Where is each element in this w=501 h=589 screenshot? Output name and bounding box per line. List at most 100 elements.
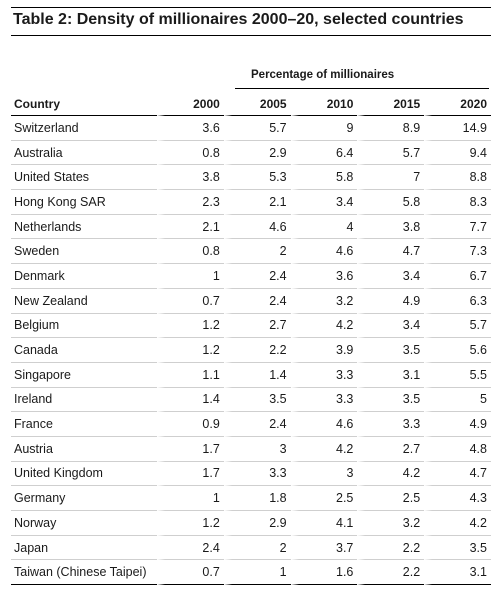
table-title-bar: Table 2: Density of millionaires 2000–20… (11, 7, 491, 36)
value-2020-cell: 4.2 (424, 511, 491, 536)
country-cell: Singapore (11, 363, 157, 388)
column-header-2015: 2015 (357, 92, 425, 116)
value-2010-cell: 3 (290, 461, 358, 487)
table-row: Netherlands 2.1 4.6 4 3.8 7.7 (11, 214, 491, 240)
table-row: Austria 1.7 3 4.2 2.7 4.8 (11, 436, 491, 462)
table-row: New Zealand 0.7 2.4 3.2 4.9 6.3 (11, 288, 491, 314)
table-header-row: Country 2000 2005 2010 2015 2020 (11, 92, 491, 116)
value-2000-cell: 1.4 (157, 387, 224, 413)
value-2020-cell: 4.3 (424, 486, 491, 511)
value-2020-cell: 4.8 (424, 436, 491, 462)
table-row: Canada 1.2 2.2 3.9 3.5 5.6 (11, 338, 491, 363)
value-2020-cell: 6.7 (424, 264, 491, 289)
country-cell: Austria (11, 437, 157, 462)
value-2005-cell: 1 (223, 560, 291, 586)
value-2000-cell: 0.9 (157, 412, 224, 437)
value-2015-cell: 4.2 (357, 461, 425, 487)
value-2005-cell: 3.5 (223, 387, 291, 413)
value-2000-cell: 2.3 (157, 190, 224, 215)
value-2020-cell: 7.3 (424, 239, 491, 265)
value-2015-cell: 5.8 (357, 190, 425, 215)
value-2020-cell: 4.9 (424, 412, 491, 437)
country-cell: Taiwan (Chinese Taipei) (11, 560, 157, 586)
country-cell: Sweden (11, 239, 157, 265)
value-2005-cell: 2.4 (223, 288, 291, 314)
value-2020-cell: 4.7 (424, 461, 491, 487)
table-body: Switzerland 3.6 5.7 9 8.9 14.9 Australia 0.8 2.9… (11, 116, 491, 586)
country-cell: New Zealand (11, 289, 157, 314)
country-cell: Canada (11, 338, 157, 363)
value-2005-cell: 3.3 (223, 461, 291, 487)
value-2010-cell: 4.1 (290, 511, 358, 536)
value-2000-cell: 1 (157, 486, 224, 511)
value-2010-cell: 4 (290, 214, 358, 240)
value-2020-cell: 5.6 (424, 338, 491, 363)
value-2015-cell: 2.5 (357, 486, 425, 511)
value-2010-cell: 2.5 (290, 486, 358, 511)
value-2000-cell: 1.2 (157, 511, 224, 536)
table-row: Denmark 1 2.4 3.6 3.4 6.7 (11, 264, 491, 289)
value-2015-cell: 3.3 (357, 412, 425, 437)
country-cell: Hong Kong SAR (11, 190, 157, 215)
value-2000-cell: 1 (157, 264, 224, 289)
country-cell: Switzerland (11, 116, 157, 141)
column-header-2005: 2005 (223, 92, 291, 116)
value-2010-cell: 3.3 (290, 387, 358, 413)
country-cell: Germany (11, 486, 157, 511)
value-2015-cell: 3.4 (357, 313, 425, 339)
value-2010-cell: 4.6 (290, 239, 358, 265)
value-2000-cell: 1.7 (157, 461, 224, 487)
value-2005-cell: 2.4 (223, 264, 291, 289)
value-2000-cell: 3.6 (157, 116, 224, 141)
value-2020-cell: 5.7 (424, 313, 491, 339)
value-2000-cell: 0.7 (157, 288, 224, 314)
value-2015-cell: 2.2 (357, 535, 425, 561)
country-cell: Japan (11, 536, 157, 561)
value-2005-cell: 2.1 (223, 190, 291, 215)
value-2015-cell: 8.9 (357, 116, 425, 141)
value-2000-cell: 0.8 (157, 239, 224, 265)
column-header-2000: 2000 (157, 92, 224, 116)
value-2005-cell: 2.4 (223, 412, 291, 437)
value-2010-cell: 3.2 (290, 288, 358, 314)
value-2020-cell: 5.5 (424, 362, 491, 388)
value-2015-cell: 3.4 (357, 264, 425, 289)
value-2010-cell: 3.7 (290, 535, 358, 561)
table-row: Sweden 0.8 2 4.6 4.7 7.3 (11, 239, 491, 265)
value-2020-cell: 7.7 (424, 214, 491, 240)
value-2010-cell: 9 (290, 116, 358, 141)
value-2000-cell: 1.7 (157, 436, 224, 462)
value-2010-cell: 3.6 (290, 264, 358, 289)
country-cell: Denmark (11, 264, 157, 289)
table-row: Japan 2.4 2 3.7 2.2 3.5 (11, 535, 491, 561)
value-2005-cell: 1.4 (223, 362, 291, 388)
table-row: Switzerland 3.6 5.7 9 8.9 14.9 (11, 116, 491, 141)
value-2020-cell: 3.5 (424, 535, 491, 561)
table-row: United Kingdom 1.7 3.3 3 4.2 4.7 (11, 461, 491, 487)
column-header-2010: 2010 (290, 92, 358, 116)
value-2000-cell: 1.2 (157, 338, 224, 363)
value-2020-cell: 9.4 (424, 140, 491, 166)
value-2015-cell: 7 (357, 165, 425, 191)
value-2005-cell: 2.2 (223, 338, 291, 363)
table-row: United States 3.8 5.3 5.8 7 8.8 (11, 165, 491, 191)
country-cell: Belgium (11, 314, 157, 339)
value-2000-cell: 1.2 (157, 313, 224, 339)
value-2010-cell: 3.4 (290, 190, 358, 215)
value-2010-cell: 3.3 (290, 362, 358, 388)
value-2000-cell: 2.4 (157, 535, 224, 561)
value-2005-cell: 2.7 (223, 313, 291, 339)
table-row: Hong Kong SAR 2.3 2.1 3.4 5.8 8.3 (11, 190, 491, 215)
table-row: Germany 1 1.8 2.5 2.5 4.3 (11, 486, 491, 511)
value-2010-cell: 1.6 (290, 560, 358, 586)
value-2000-cell: 0.8 (157, 140, 224, 166)
value-2000-cell: 1.1 (157, 362, 224, 388)
value-2005-cell: 3 (223, 436, 291, 462)
value-2015-cell: 5.7 (357, 140, 425, 166)
table-row: Norway 1.2 2.9 4.1 3.2 4.2 (11, 511, 491, 536)
value-2020-cell: 6.3 (424, 288, 491, 314)
column-group-header: Percentage of millionaires (251, 69, 395, 81)
value-2015-cell: 3.2 (357, 511, 425, 536)
value-2000-cell: 3.8 (157, 165, 224, 191)
table-row: Ireland 1.4 3.5 3.3 3.5 5 (11, 387, 491, 413)
